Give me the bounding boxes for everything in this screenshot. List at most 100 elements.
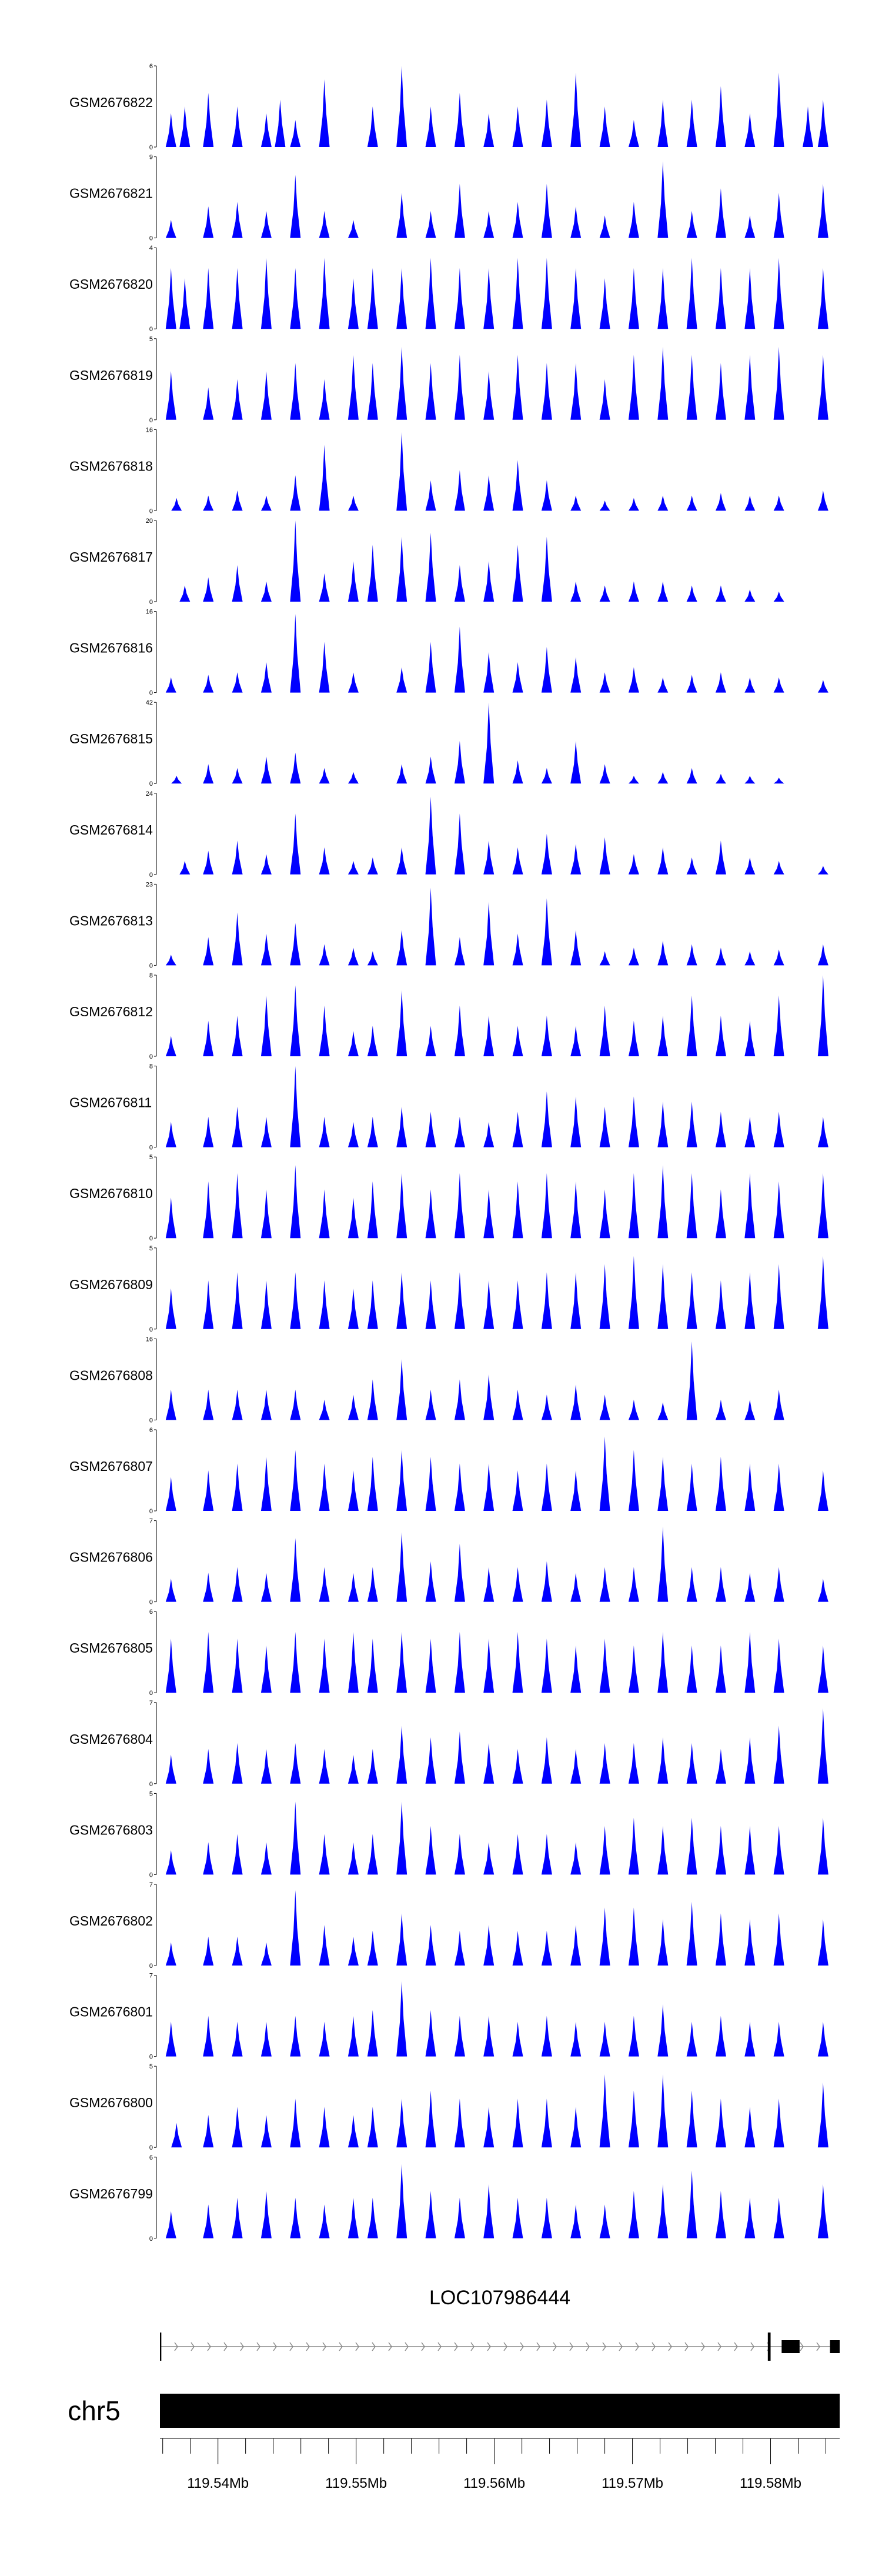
coverage-peak bbox=[657, 2004, 669, 2057]
coverage-peak bbox=[744, 1272, 756, 1329]
strand-arrow bbox=[816, 2342, 820, 2351]
coverage-peak bbox=[425, 1389, 436, 1420]
coverage-peak bbox=[290, 1538, 301, 1602]
coverage-peak bbox=[203, 93, 214, 147]
coverage-peak bbox=[290, 1631, 301, 1693]
track-GSM2676808: GSM2676808 16 0 bbox=[69, 1336, 784, 1424]
coverage-peak bbox=[628, 355, 639, 420]
coverage-peak bbox=[512, 1026, 523, 1056]
track-GSM2676819: GSM2676819 5 0 bbox=[69, 336, 828, 424]
coverage-peak bbox=[817, 490, 828, 511]
coverage-peak bbox=[348, 1288, 359, 1329]
coverage-peak bbox=[165, 1639, 176, 1693]
coverage-peak bbox=[260, 756, 272, 784]
coverage-peak bbox=[483, 840, 495, 875]
coverage-peak bbox=[348, 1030, 359, 1056]
coverage-peak bbox=[570, 1181, 582, 1239]
coverage-peak bbox=[773, 995, 784, 1056]
coverage-peak bbox=[260, 933, 272, 966]
strand-arrow bbox=[191, 2342, 195, 2351]
coverage-peak bbox=[686, 1817, 697, 1875]
coverage-peak bbox=[348, 1197, 359, 1239]
coverage-peak bbox=[599, 1436, 610, 1511]
coverage-peak bbox=[773, 72, 784, 147]
strand-arrow bbox=[339, 2342, 343, 2351]
coverage-peak bbox=[319, 1189, 330, 1239]
coverage-peak bbox=[454, 470, 465, 511]
coverage-peak bbox=[773, 778, 784, 784]
coverage-peak bbox=[203, 1749, 214, 1784]
coverage-peak bbox=[512, 760, 523, 784]
coverage-peak bbox=[348, 947, 359, 966]
coverage-peak bbox=[628, 1645, 639, 1693]
track-label: GSM2676812 bbox=[69, 1004, 153, 1019]
y-tick-label: 7 bbox=[149, 1881, 153, 1888]
track-label: GSM2676801 bbox=[69, 2004, 153, 2020]
strand-arrow bbox=[437, 2342, 442, 2351]
coverage-peak bbox=[290, 613, 301, 693]
coverage-peak bbox=[715, 188, 726, 238]
coverage-peak bbox=[165, 955, 176, 966]
y-tick-label: 16 bbox=[146, 1336, 153, 1343]
y-tick-label: 0 bbox=[149, 2235, 153, 2243]
coverage-peak bbox=[817, 680, 828, 693]
coverage-peak bbox=[396, 1359, 407, 1420]
strand-arrow bbox=[289, 2342, 293, 2351]
coverage-peak bbox=[232, 1272, 243, 1329]
y-tick-label: 7 bbox=[149, 1973, 153, 1980]
x-tick-label: 119.58Mb bbox=[740, 2475, 801, 2491]
coverage-peak bbox=[744, 1116, 756, 1147]
coverage-peak bbox=[483, 1639, 495, 1693]
coverage-peak bbox=[628, 776, 639, 784]
coverage-peak bbox=[773, 1913, 784, 1966]
track-label: GSM2676800 bbox=[69, 2095, 153, 2110]
coverage-peak bbox=[817, 944, 828, 966]
coverage-peak bbox=[570, 2021, 582, 2057]
y-tick-label: 16 bbox=[146, 609, 153, 616]
coverage-peak bbox=[599, 2021, 610, 2057]
track-label: GSM2676804 bbox=[69, 1731, 153, 1747]
coverage-peak bbox=[657, 1919, 669, 1966]
coverage-peak bbox=[512, 662, 523, 693]
coverage-peak bbox=[425, 642, 436, 693]
coverage-peak bbox=[628, 2090, 639, 2148]
coverage-peak bbox=[165, 1579, 176, 1602]
coverage-peak bbox=[628, 1096, 639, 1147]
strand-arrow bbox=[405, 2342, 409, 2351]
coverage-peak bbox=[657, 1102, 669, 1147]
track-GSM2676813: GSM2676813 23 0 bbox=[69, 881, 828, 969]
coverage-peak bbox=[628, 1450, 639, 1511]
coverage-peak bbox=[319, 79, 330, 147]
coverage-peak bbox=[260, 1389, 272, 1420]
coverage-peak bbox=[657, 1016, 669, 1056]
coverage-peak bbox=[290, 1272, 301, 1329]
coverage-peak bbox=[454, 1731, 465, 1784]
coverage-peak bbox=[773, 1726, 784, 1784]
coverage-peak bbox=[319, 1639, 330, 1693]
coverage-peak bbox=[203, 268, 214, 329]
coverage-peak bbox=[599, 500, 610, 511]
coverage-peak bbox=[319, 379, 330, 420]
coverage-peak bbox=[715, 1280, 726, 1329]
coverage-peak bbox=[348, 1394, 359, 1420]
coverage-peak bbox=[657, 1402, 669, 1420]
coverage-peak bbox=[512, 1389, 523, 1420]
coverage-peak bbox=[319, 211, 330, 238]
coverage-peak bbox=[203, 675, 214, 693]
coverage-peak bbox=[260, 1749, 272, 1784]
coverage-peak bbox=[773, 1826, 784, 1875]
coverage-peak bbox=[715, 1112, 726, 1147]
coverage-peak bbox=[599, 1639, 610, 1693]
coverage-peak bbox=[744, 589, 756, 602]
coverage-peak bbox=[599, 1907, 610, 1966]
coverage-peak bbox=[744, 1919, 756, 1966]
coverage-peak bbox=[319, 944, 330, 966]
coverage-peak bbox=[232, 1936, 243, 1966]
coverage-peak bbox=[203, 387, 214, 420]
y-tick-label: 0 bbox=[149, 1417, 153, 1424]
coverage-peak bbox=[396, 66, 407, 147]
coverage-peak bbox=[599, 1394, 610, 1420]
coverage-peak bbox=[232, 1173, 243, 1239]
coverage-peak bbox=[512, 1181, 523, 1239]
coverage-peak bbox=[232, 1389, 243, 1420]
